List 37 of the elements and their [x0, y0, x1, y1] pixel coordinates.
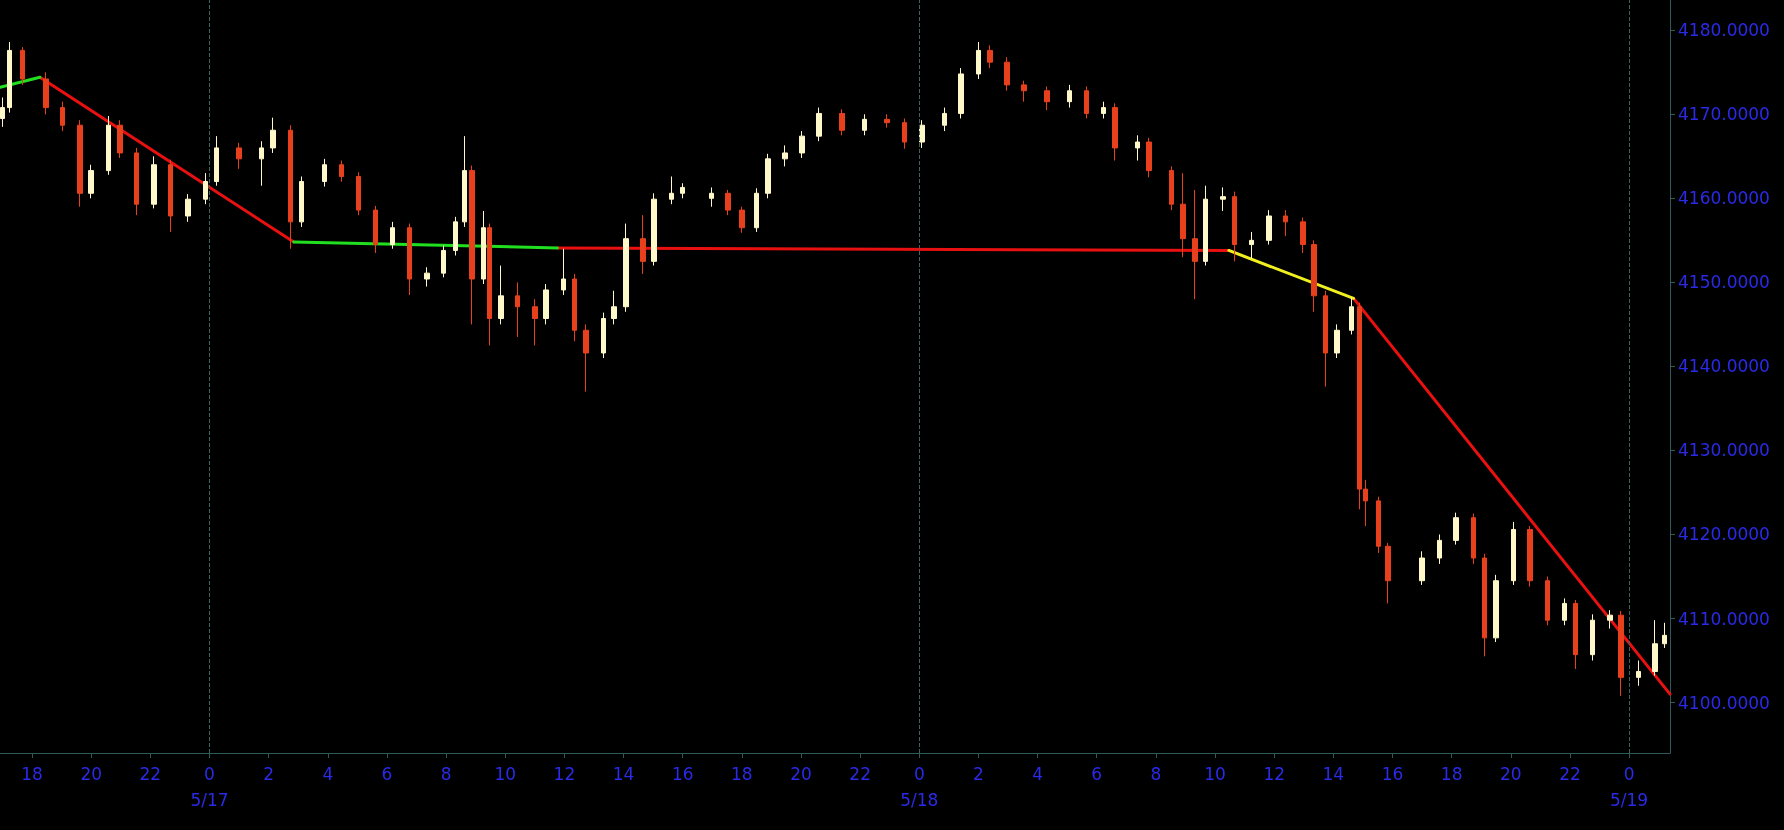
x-tick-label: 22 [1559, 764, 1581, 784]
y-tick-label: 4120.0000 [1678, 524, 1770, 545]
y-tick-label: 4140.0000 [1678, 356, 1770, 377]
x-tick-label: 22 [139, 764, 162, 784]
x-tick-label: 6 [381, 764, 393, 784]
y-tick-label: 4100.0000 [1678, 692, 1770, 713]
x-tick-label: 18 [21, 764, 43, 784]
x-tick-label: 10 [494, 764, 517, 784]
x-tick-label: 2 [263, 764, 275, 784]
x-tick-label: 16 [1381, 764, 1404, 784]
y-tick-label: 4160.0000 [1678, 188, 1770, 209]
x-tick-label: 22 [849, 764, 871, 784]
x-tick-label: 18 [731, 764, 753, 784]
x-tick-label: 0 5/19 [1609, 764, 1649, 810]
x-tick-label: 8 [440, 764, 452, 784]
y-tick-label: 4150.0000 [1678, 272, 1770, 293]
x-tick-label: 20 [1499, 764, 1522, 784]
x-tick-label: 20 [80, 764, 103, 784]
x-tick-label: 0 5/17 [190, 764, 229, 810]
x-tick-label: 10 [1204, 764, 1226, 784]
x-tick-label: 12 [553, 764, 576, 784]
x-tick-label: 14 [612, 764, 635, 784]
x-tick-label: 16 [671, 764, 694, 784]
y-tick-label: 4110.0000 [1678, 608, 1770, 629]
x-tick-label: 4 [322, 764, 334, 784]
x-tick-label: 12 [1263, 764, 1286, 784]
x-tick-label: 4 [1032, 764, 1043, 784]
x-tick-label: 14 [1322, 764, 1345, 784]
x-tick-label: 8 [1150, 764, 1162, 784]
y-tick-label: 4170.0000 [1678, 104, 1770, 125]
x-tick-label: 18 [1440, 764, 1463, 784]
y-tick-label: 4180.0000 [1678, 20, 1770, 41]
x-tick-label: 2 [973, 764, 984, 784]
y-tick-label: 4130.0000 [1678, 440, 1770, 461]
x-tick-label: 20 [790, 764, 812, 784]
x-tick-label: 6 [1091, 764, 1103, 784]
x-tick-label: 0 5/18 [900, 764, 939, 810]
